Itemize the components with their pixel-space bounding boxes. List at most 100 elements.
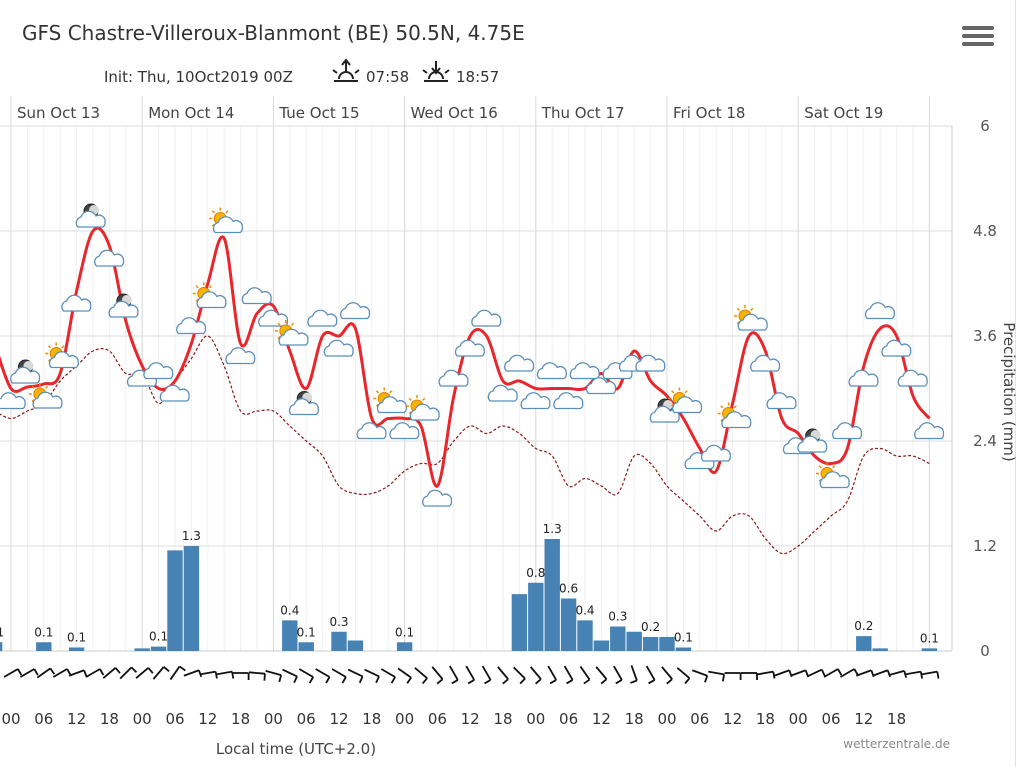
wind-barb-flag (214, 671, 218, 679)
precip-data-label: 0.4 (280, 603, 299, 617)
wind-barb (431, 666, 444, 685)
wind-barb-flag (83, 669, 88, 678)
wind-barb-flag (919, 671, 923, 679)
cloud-icon (635, 354, 666, 372)
weather-icon (288, 391, 319, 416)
cloud-icon (750, 354, 781, 372)
wind-barb-shaft (347, 668, 364, 678)
precip-data-label: 0.1 (920, 631, 939, 645)
weather-icon (28, 383, 63, 409)
wind-barb-flag (130, 666, 138, 673)
wind-barb-flag (451, 679, 459, 685)
sunrise-icon (332, 58, 360, 82)
x-axis-label: Local time (UTC+2.0) (216, 740, 376, 758)
precip-data-label: 0.8 (526, 566, 545, 580)
cloud-icon (649, 405, 680, 423)
wind-barb-shaft (364, 668, 380, 678)
wind-barb-flag (721, 674, 725, 682)
wind-barb (823, 668, 843, 678)
hamburger-menu-icon[interactable] (962, 26, 994, 54)
cloud-icon (454, 339, 485, 357)
wind-barb-flag (163, 666, 170, 673)
wind-barb-flag (772, 671, 776, 679)
wind-barb-flag (549, 679, 557, 685)
dewpoint-line (0, 335, 930, 555)
weather-icon (75, 203, 106, 228)
wind-barb-flag (566, 679, 574, 685)
sun-ray (47, 345, 52, 349)
wind-barb-flag (821, 669, 826, 677)
wind-barb (331, 668, 347, 684)
cloud-icon (278, 328, 309, 346)
wind-barb-shaft (481, 665, 492, 681)
sun-ray (733, 405, 737, 409)
day-label: Fri Oct 18 (673, 104, 745, 122)
credit-text[interactable]: wetterzentrale.de (843, 737, 950, 751)
sun-ray (684, 390, 688, 394)
cloud-icon (672, 396, 703, 414)
cloud-icon (737, 313, 768, 331)
wind-barb (691, 669, 709, 683)
wind-barb-shaft (216, 670, 233, 676)
sun-ray (408, 397, 412, 401)
sunrise-time: 07:58 (366, 68, 409, 86)
wind-barb-shaft (888, 670, 905, 676)
wind-barb (513, 666, 526, 685)
weather-icon (323, 339, 354, 357)
weather-icon (108, 293, 139, 318)
wind-barb-flag (49, 667, 56, 675)
wind-barb-shaft (119, 666, 133, 680)
wind-barb-flag (231, 671, 235, 679)
wind-barb-flag (853, 668, 859, 676)
cloud-icon (61, 294, 92, 312)
wind-barb (661, 666, 673, 685)
sun-ray (736, 307, 740, 311)
wind-barb-flag (666, 678, 673, 685)
cloud-icon (159, 384, 190, 402)
wind-barb-flag (936, 671, 940, 679)
wind-barb-shaft (20, 668, 35, 678)
cloud-icon (225, 347, 256, 365)
weather-icon (176, 317, 207, 335)
cloud-icon (569, 362, 600, 380)
wind-barb-flag (583, 678, 591, 685)
sun-ray (818, 465, 822, 469)
wind-barb-flag (33, 668, 39, 676)
precip-bar (298, 642, 314, 651)
precip-data-label: 0.1 (395, 625, 414, 639)
wind-barb (199, 670, 218, 679)
x-tick-label: 12 (854, 710, 873, 728)
day-label: Tue Oct 15 (278, 104, 359, 122)
weather-icon (504, 354, 535, 372)
wind-barb-flag (615, 679, 623, 685)
wind-barb (169, 665, 186, 681)
x-tick-label: 06 (690, 710, 709, 728)
wind-barb (414, 667, 428, 685)
wind-barb-flag (358, 676, 364, 684)
sun-ray (277, 322, 281, 326)
x-tick-label: 00 (1, 710, 20, 728)
sun-ray (389, 390, 393, 394)
sunset-icon (422, 61, 450, 82)
cloud-icon (196, 291, 227, 309)
weather-icon (914, 422, 945, 440)
wind-barb-shaft (904, 670, 922, 676)
wind-barb-flag (17, 668, 23, 676)
wind-barb (497, 666, 509, 685)
wind-barb-shaft (431, 666, 444, 680)
wind-barb-shaft (331, 668, 347, 678)
x-tick-label: 18 (362, 710, 381, 728)
wind-barb (102, 667, 121, 679)
weather-icon (94, 249, 125, 267)
wind-barb-shaft (708, 670, 725, 676)
precip-bar (347, 640, 364, 651)
x-tick-label: 12 (329, 710, 348, 728)
wind-barb-flag (886, 669, 891, 678)
precip-data-label: 0.1 (34, 625, 53, 639)
wind-barb-flag (278, 674, 282, 683)
weather-icon (848, 369, 879, 387)
chart-title: GFS Chastre-Villeroux-Blanmont (BE) 50.5… (22, 21, 525, 45)
day-label: Sat Oct 19 (804, 104, 883, 122)
y-tick-label: 1.2 (973, 537, 997, 555)
wind-barb (380, 668, 396, 684)
